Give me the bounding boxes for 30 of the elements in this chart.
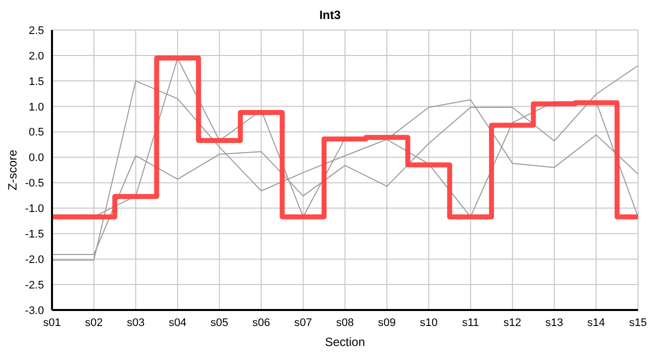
y-tick-label: 0.0 [28,152,44,164]
y-tick-label: 1.5 [28,76,44,88]
y-tick-label: 2.5 [28,24,44,37]
x-tick-label: s07 [294,316,312,329]
chart-title: Int3 [318,8,342,22]
y-tick-label: 0.5 [28,126,44,139]
x-tick-label: s15 [629,316,647,329]
x-tick-label: s09 [378,316,396,329]
x-axis-title: Section [324,335,366,349]
y-tick-label: -2.5 [25,279,44,292]
x-tick-label: s06 [252,316,270,329]
y-tick-label: -1.5 [25,228,44,241]
y-tick-label: -0.5 [25,178,44,190]
x-tick-label: s02 [84,316,103,329]
x-tick-label: s13 [545,316,564,329]
y-tick-label: -3.0 [25,304,44,317]
x-tick-label: s14 [587,316,606,329]
y-axis-title: Z-score [5,149,20,190]
y-tick-label: 2.0 [28,50,44,62]
x-tick-label: s03 [126,316,145,329]
y-tick-label: 1.0 [28,101,44,114]
x-tick-label: s11 [462,316,480,329]
x-tick-label: s01 [43,316,61,329]
y-tick-label: -2.0 [25,254,44,266]
y-tick-label: -1.0 [25,203,44,216]
x-tick-label: s10 [420,316,438,329]
x-tick-label: s05 [210,316,228,329]
x-tick-label: s08 [336,316,354,329]
x-tick-label: s12 [504,316,522,329]
x-tick-label: s04 [168,316,186,329]
